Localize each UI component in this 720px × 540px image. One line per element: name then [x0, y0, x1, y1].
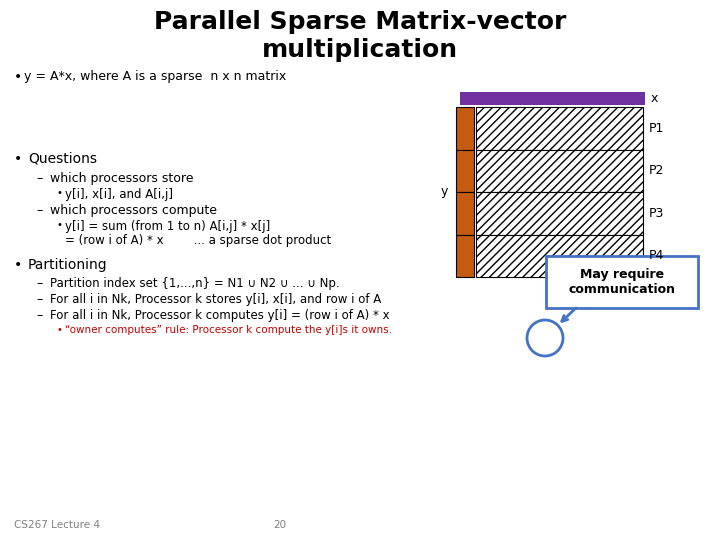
- Text: which processors store: which processors store: [50, 172, 194, 185]
- Bar: [460, 92, 645, 105]
- Text: 20: 20: [274, 520, 287, 530]
- Text: multiplication: multiplication: [262, 38, 458, 62]
- Text: May require
communication: May require communication: [569, 268, 675, 296]
- Text: •: •: [56, 220, 62, 230]
- Text: y: y: [441, 186, 448, 199]
- Text: •: •: [14, 152, 22, 166]
- Text: For all i in Nk, Processor k stores y[i], x[i], and row i of A: For all i in Nk, Processor k stores y[i]…: [50, 293, 382, 306]
- Text: –: –: [36, 172, 42, 185]
- Text: –: –: [36, 293, 42, 306]
- Text: x: x: [651, 92, 658, 105]
- Text: •: •: [14, 258, 22, 272]
- Text: P1: P1: [649, 122, 665, 135]
- Text: CS267 Lecture 4: CS267 Lecture 4: [14, 520, 100, 530]
- Text: “owner computes” rule: Processor k compute the y[i]s it owns.: “owner computes” rule: Processor k compu…: [65, 325, 392, 335]
- Bar: [476, 192, 643, 234]
- Text: •: •: [14, 70, 22, 84]
- Text: For all i in Nk, Processor k computes y[i] = (row i of A) * x: For all i in Nk, Processor k computes y[…: [50, 309, 390, 322]
- Text: –: –: [36, 277, 42, 290]
- Text: = (row i of A) * x        ... a sparse dot product: = (row i of A) * x ... a sparse dot prod…: [65, 234, 331, 247]
- Bar: [456, 107, 474, 150]
- Text: P2: P2: [649, 164, 665, 177]
- Text: y = A*x, where A is a sparse  n x n matrix: y = A*x, where A is a sparse n x n matri…: [24, 70, 287, 83]
- Bar: [456, 150, 474, 192]
- Text: P4: P4: [649, 249, 665, 262]
- Text: Partitioning: Partitioning: [28, 258, 107, 272]
- Text: Questions: Questions: [28, 152, 97, 166]
- Bar: [456, 192, 474, 234]
- Text: P3: P3: [649, 207, 665, 220]
- Bar: [476, 234, 643, 277]
- Text: Parallel Sparse Matrix-vector: Parallel Sparse Matrix-vector: [154, 10, 566, 34]
- Bar: [476, 150, 643, 192]
- Text: •: •: [56, 325, 62, 335]
- Text: y[i] = sum (from 1 to n) A[i,j] * x[j]: y[i] = sum (from 1 to n) A[i,j] * x[j]: [65, 220, 270, 233]
- Text: which processors compute: which processors compute: [50, 204, 217, 217]
- Bar: [456, 234, 474, 277]
- Text: •: •: [56, 188, 62, 198]
- Text: y[i], x[i], and A[i,j]: y[i], x[i], and A[i,j]: [65, 188, 173, 201]
- Text: Partition index set {1,...,n} = N1 ∪ N2 ∪ ... ∪ Np.: Partition index set {1,...,n} = N1 ∪ N2 …: [50, 277, 340, 290]
- Text: –: –: [36, 309, 42, 322]
- Bar: [476, 107, 643, 150]
- FancyBboxPatch shape: [546, 256, 698, 308]
- Text: –: –: [36, 204, 42, 217]
